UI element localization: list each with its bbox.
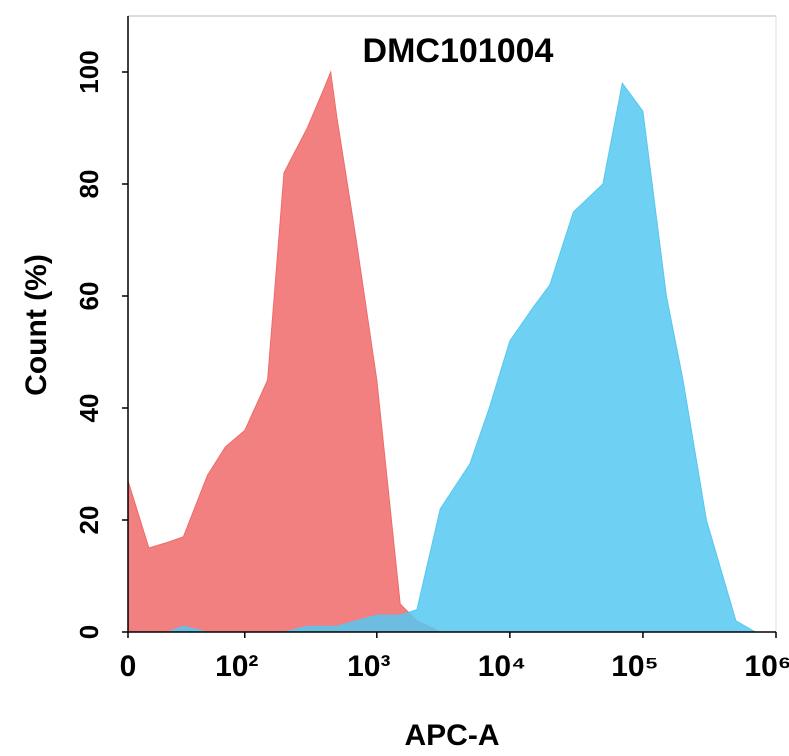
y-tick-label: 60	[74, 282, 104, 311]
y-tick-label: 40	[74, 394, 104, 423]
y-tick-label: 0	[74, 625, 104, 639]
y-tick-label: 80	[74, 170, 104, 199]
x-tick-label: 10²	[215, 650, 258, 683]
chart-title: DMC101004	[363, 32, 554, 70]
x-tick-label: 10⁴	[478, 650, 526, 683]
x-axis-label: APC-A	[405, 719, 500, 752]
x-tick-label: 0	[120, 650, 137, 683]
x-tick-label: 10⁵	[611, 650, 658, 683]
y-tick-label: 100	[74, 50, 104, 93]
y-tick-label: 20	[74, 506, 104, 535]
x-tick-label: 10³	[347, 650, 390, 683]
x-tick-label: 10⁶	[744, 650, 789, 683]
y-axis-label: Count (%)	[20, 254, 53, 396]
